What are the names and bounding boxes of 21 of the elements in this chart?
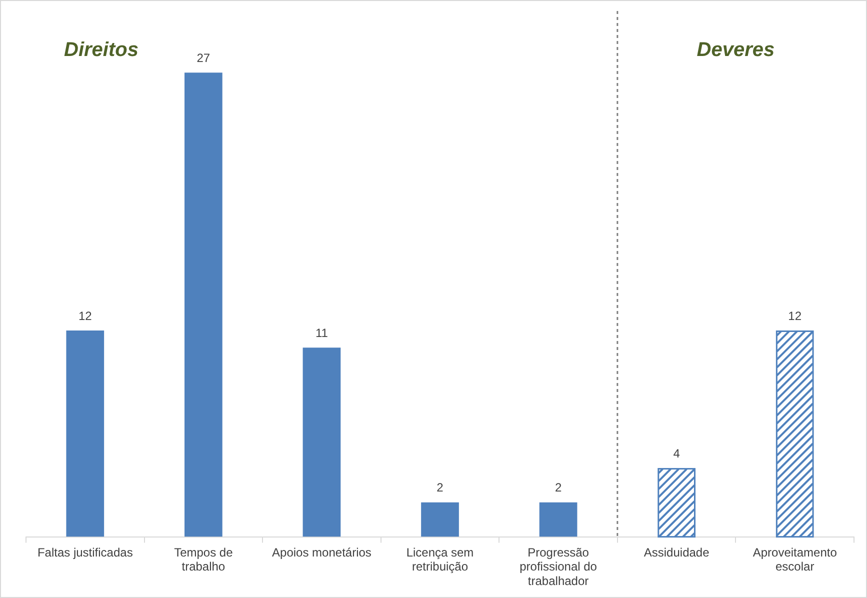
text: Deveres xyxy=(696,39,775,61)
x-tick-label: Licença sem retribuição xyxy=(406,545,474,574)
x-tick-label: Tempos de trabalho xyxy=(174,545,234,574)
x-tick-label: Faltas justificadas xyxy=(37,545,133,560)
x-tick-label: Aproveitamento escolar xyxy=(752,545,838,574)
bar xyxy=(302,348,341,537)
data-label: 12 xyxy=(788,308,802,323)
x-tick-label: Progressão profissional do trabalhador xyxy=(520,545,598,588)
x-tick-label: Apoios monetários xyxy=(272,545,372,560)
data-label: 2 xyxy=(436,480,444,495)
data-label: 11 xyxy=(315,326,328,340)
text: Direitos xyxy=(64,39,138,61)
bar xyxy=(184,72,222,537)
bar xyxy=(539,502,578,537)
data-label: 4 xyxy=(673,446,680,460)
bar xyxy=(66,330,104,537)
data-label: 12 xyxy=(78,308,92,323)
data-label: 27 xyxy=(196,50,210,65)
bar xyxy=(421,502,459,537)
x-tick-label: Assiduidade xyxy=(644,545,710,560)
data-label: 2 xyxy=(554,480,562,495)
